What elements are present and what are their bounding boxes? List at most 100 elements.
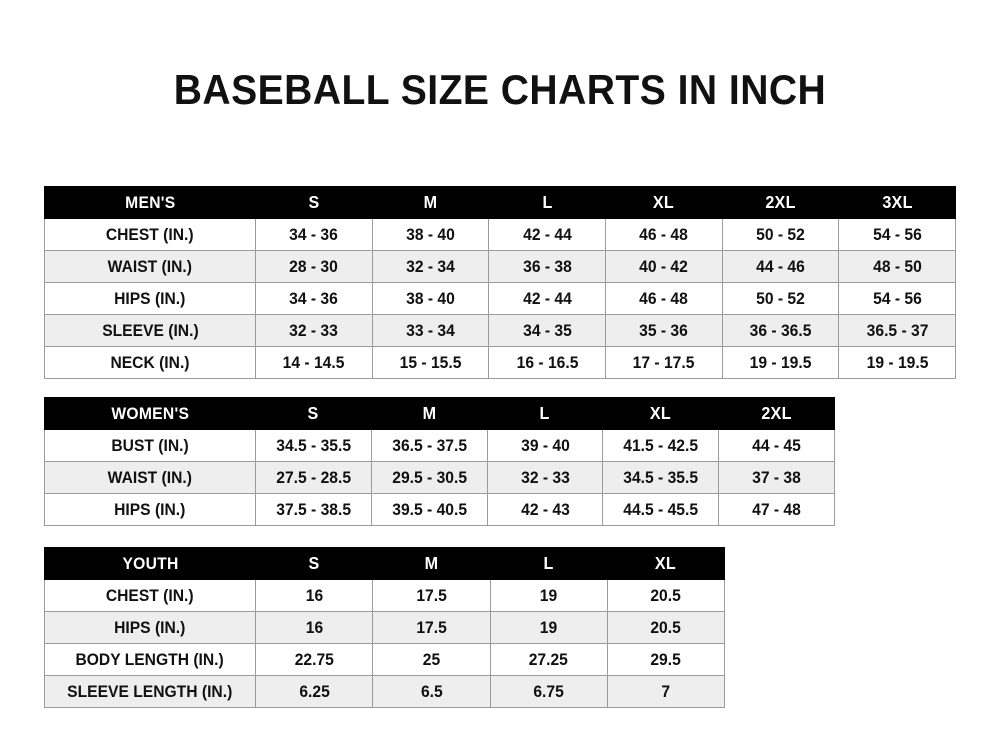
womens-cell: 27.5 - 28.5	[255, 461, 372, 494]
mens-row-label: CHEST (IN.)	[44, 218, 256, 251]
mens-column-header-m: M	[371, 186, 490, 219]
youth-cell: 6.75	[489, 675, 608, 708]
mens-table-row: WAIST (IN.) 28 - 30 32 - 34 36 - 38 40 - 42 4…	[44, 250, 956, 283]
womens-cell: 47 - 48	[718, 493, 835, 526]
mens-cell: 40 - 42	[604, 250, 723, 283]
mens-cell: 34 - 36	[255, 218, 373, 251]
mens-cell: 15 - 15.5	[371, 346, 490, 379]
womens-row-label: HIPS (IN.)	[44, 493, 256, 526]
youth-cell: 25	[372, 643, 491, 676]
womens-cell: 39 - 40	[486, 429, 604, 462]
youth-row-label: SLEEVE LENGTH (IN.)	[44, 675, 256, 708]
youth-header-row: YOUTH S M L XL	[44, 547, 726, 580]
mens-cell: 38 - 40	[371, 282, 490, 315]
mens-cell: 32 - 33	[255, 314, 373, 347]
youth-cell: 20.5	[606, 579, 726, 612]
mens-cell: 42 - 44	[488, 282, 606, 315]
mens-cell: 34 - 35	[488, 314, 606, 347]
mens-corner-label: MEN'S	[44, 186, 256, 219]
mens-column-header-2xl: 2XL	[721, 186, 840, 219]
youth-cell: 17.5	[372, 611, 491, 644]
youth-cell: 6.5	[372, 675, 491, 708]
mens-cell: 42 - 44	[488, 218, 606, 251]
mens-cell: 36 - 36.5	[721, 314, 840, 347]
womens-cell: 32 - 33	[486, 461, 604, 494]
mens-cell: 14 - 14.5	[255, 346, 373, 379]
womens-table-body: WOMEN'S S M L XL 2XL BUST (IN.) 34.5 - 35.5 36.5…	[44, 397, 835, 526]
youth-cell: 16	[254, 611, 374, 644]
mens-cell: 17 - 17.5	[604, 346, 723, 379]
mens-column-header-3xl: 3XL	[838, 186, 956, 219]
youth-column-header-xl: XL	[606, 547, 726, 580]
mens-cell: 33 - 34	[371, 314, 490, 347]
mens-cell: 19 - 19.5	[838, 346, 956, 379]
mens-size-table: MEN'S S M L XL 2XL 3XL CHEST (IN.) 34 - 36 38 - 4…	[44, 186, 956, 379]
womens-table-row: BUST (IN.) 34.5 - 35.5 36.5 - 37.5 39 - 40 4…	[44, 429, 835, 462]
mens-column-header-l: L	[488, 186, 606, 219]
mens-cell: 44 - 46	[721, 250, 840, 283]
mens-header-row: MEN'S S M L XL 2XL 3XL	[44, 186, 956, 219]
youth-table-row: HIPS (IN.) 16 17.5 19 20.5	[44, 611, 726, 644]
mens-table-row: NECK (IN.) 14 - 14.5 15 - 15.5 16 - 16.5 17 …	[44, 346, 956, 379]
mens-cell: 28 - 30	[255, 250, 373, 283]
youth-row-label: HIPS (IN.)	[44, 611, 256, 644]
youth-cell: 19	[489, 611, 608, 644]
page-title: BASEBALL SIZE CHARTS IN INCH	[173, 66, 827, 113]
mens-cell: 32 - 34	[371, 250, 490, 283]
mens-row-label: NECK (IN.)	[44, 346, 256, 379]
youth-column-header-l: L	[489, 547, 608, 580]
youth-cell: 6.25	[254, 675, 374, 708]
mens-table-row: SLEEVE (IN.) 32 - 33 33 - 34 34 - 35 35 - 36…	[44, 314, 956, 347]
youth-row-label: BODY LENGTH (IN.)	[44, 643, 256, 676]
youth-cell: 17.5	[372, 579, 491, 612]
youth-table-body: YOUTH S M L XL CHEST (IN.) 16 17.5 19 20.5 HIPS (I…	[44, 547, 726, 708]
womens-column-header-m: M	[370, 397, 488, 430]
womens-cell: 34.5 - 35.5	[255, 429, 372, 462]
womens-cell: 39.5 - 40.5	[370, 493, 488, 526]
womens-row-label: WAIST (IN.)	[44, 461, 256, 494]
womens-column-header-xl: XL	[602, 397, 720, 430]
mens-cell: 34 - 36	[255, 282, 373, 315]
youth-size-table: YOUTH S M L XL CHEST (IN.) 16 17.5 19 20.5 HIPS (I…	[44, 547, 726, 708]
womens-cell: 44.5 - 45.5	[602, 493, 720, 526]
womens-column-header-s: S	[255, 397, 372, 430]
youth-cell: 7	[606, 675, 726, 708]
mens-cell: 16 - 16.5	[488, 346, 606, 379]
womens-table-row: HIPS (IN.) 37.5 - 38.5 39.5 - 40.5 42 - 43 4…	[44, 493, 835, 526]
mens-table-body: MEN'S S M L XL 2XL 3XL CHEST (IN.) 34 - 36 38 - 4…	[44, 186, 956, 379]
mens-column-header-s: S	[255, 186, 373, 219]
womens-size-table: WOMEN'S S M L XL 2XL BUST (IN.) 34.5 - 35.5 36.5…	[44, 397, 835, 526]
womens-row-label: BUST (IN.)	[44, 429, 256, 462]
mens-cell: 48 - 50	[838, 250, 956, 283]
youth-cell: 27.25	[489, 643, 608, 676]
mens-cell: 54 - 56	[838, 218, 956, 251]
womens-corner-label: WOMEN'S	[44, 397, 256, 430]
mens-cell: 35 - 36	[604, 314, 723, 347]
youth-column-header-m: M	[372, 547, 491, 580]
mens-cell: 36.5 - 37	[838, 314, 956, 347]
mens-cell: 38 - 40	[371, 218, 490, 251]
mens-table-row: HIPS (IN.) 34 - 36 38 - 40 42 - 44 46 - 48 50…	[44, 282, 956, 315]
youth-cell: 16	[254, 579, 374, 612]
womens-table-row: WAIST (IN.) 27.5 - 28.5 29.5 - 30.5 32 - 33…	[44, 461, 835, 494]
mens-row-label: WAIST (IN.)	[44, 250, 256, 283]
womens-cell: 41.5 - 42.5	[602, 429, 720, 462]
youth-column-header-s: S	[254, 547, 374, 580]
mens-cell: 46 - 48	[604, 218, 723, 251]
youth-cell: 22.75	[254, 643, 374, 676]
mens-cell: 50 - 52	[721, 218, 840, 251]
youth-table-row: SLEEVE LENGTH (IN.) 6.25 6.5 6.75 7	[44, 675, 726, 708]
youth-cell: 29.5	[606, 643, 726, 676]
womens-cell: 42 - 43	[486, 493, 604, 526]
mens-cell: 19 - 19.5	[721, 346, 840, 379]
mens-cell: 36 - 38	[488, 250, 606, 283]
womens-header-row: WOMEN'S S M L XL 2XL	[44, 397, 835, 430]
womens-column-header-2xl: 2XL	[718, 397, 835, 430]
mens-cell: 54 - 56	[838, 282, 956, 315]
mens-cell: 50 - 52	[721, 282, 840, 315]
womens-cell: 34.5 - 35.5	[602, 461, 720, 494]
womens-cell: 37 - 38	[718, 461, 835, 494]
mens-table-row: CHEST (IN.) 34 - 36 38 - 40 42 - 44 46 - 48 5…	[44, 218, 956, 251]
mens-cell: 46 - 48	[604, 282, 723, 315]
